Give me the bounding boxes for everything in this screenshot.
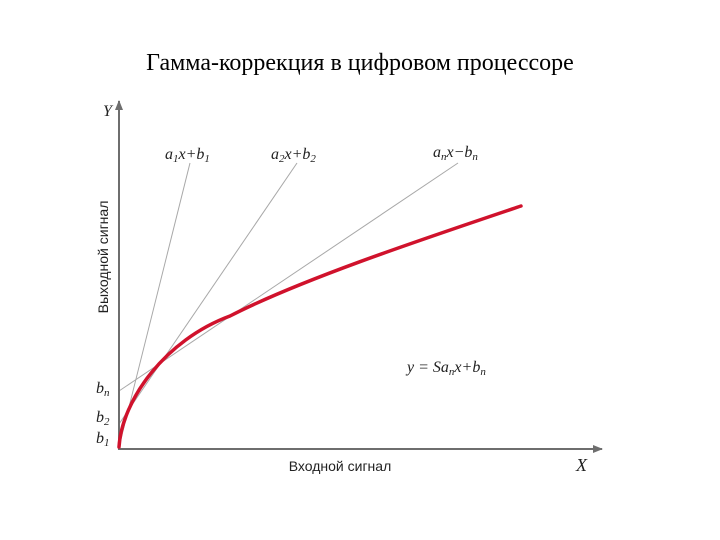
tangent-label-n: anx−bn — [433, 144, 478, 163]
gamma-curve — [117, 204, 523, 449]
tangent-line-n — [118, 162, 459, 392]
y-axis-label: Выходной сигнал — [95, 201, 111, 314]
tangent-label-2: a2x+b2 — [271, 146, 316, 165]
intercept-label-b1: b1 — [96, 430, 110, 449]
y-axis-letter: Y — [103, 103, 114, 120]
intercept-label-bn: bn — [96, 380, 110, 399]
x-axis-letter: X — [575, 455, 588, 475]
intercept-label-b2: b2 — [96, 409, 110, 428]
tangent-label-1: a1x+b1 — [165, 146, 210, 165]
slide-title: Гамма-коррекция в цифровом процессоре — [146, 50, 574, 76]
tangent-line-2 — [118, 162, 298, 425]
formula-label: y = Sanx+bn — [405, 359, 486, 378]
x-axis-label: Входной сигнал — [289, 458, 392, 474]
tangent-line-1 — [118, 162, 191, 448]
